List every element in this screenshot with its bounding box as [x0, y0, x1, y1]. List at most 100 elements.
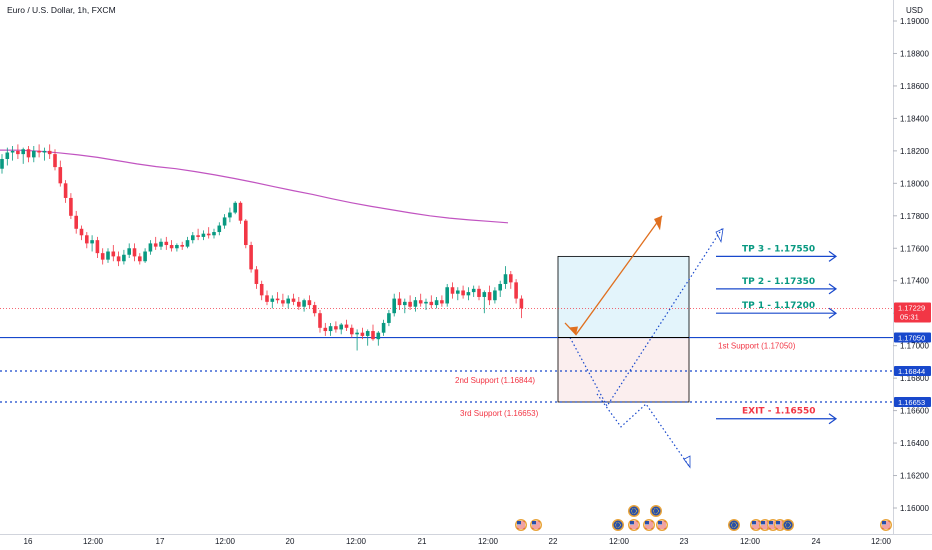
y-tick-label: 1.17000 [900, 342, 929, 351]
candle [143, 248, 147, 263]
price-tag [894, 365, 931, 376]
candle [228, 207, 232, 223]
candle [493, 287, 497, 304]
x-tick-label: 17 [156, 537, 165, 546]
candle [42, 147, 47, 161]
x-tick-label: 20 [286, 537, 295, 546]
candle [37, 144, 41, 158]
candle [413, 296, 418, 312]
candle [509, 270, 513, 289]
candle [217, 222, 222, 236]
price-tag-value: 1.17050 [898, 334, 925, 343]
entry-arrowhead [569, 326, 578, 335]
price-tag-countdown: 05:31 [900, 312, 919, 321]
x-tick-label: 12:00 [871, 537, 892, 546]
candle [26, 145, 31, 163]
support2-label: 2nd Support (1.16844) [455, 376, 535, 385]
candle [281, 293, 285, 307]
candle [10, 145, 15, 161]
bearish-path [596, 393, 691, 468]
y-tick-label: 1.16000 [900, 504, 929, 513]
tp1-label: TP 1 - 1.17200 [742, 301, 815, 311]
y-tick-label: 1.18800 [900, 49, 929, 58]
candle [355, 329, 359, 351]
x-tick-label: 12:00 [740, 537, 761, 546]
candle [212, 228, 216, 239]
candle [222, 214, 227, 229]
target-arrows [716, 250, 838, 425]
eu-flag-icon [628, 505, 640, 517]
alt-bullish-arrowhead [715, 228, 724, 244]
candle [254, 266, 259, 289]
candle [286, 295, 290, 309]
x-tick-label: 12:00 [609, 537, 630, 546]
candle [339, 322, 343, 335]
candle [498, 280, 502, 297]
candle [297, 296, 301, 310]
time-axis[interactable]: 16 12:00 17 12:00 20 12:00 21 12:00 22 12:00 23 12:… [24, 537, 892, 546]
candle [53, 149, 57, 171]
candle [90, 235, 94, 252]
x-tick-label: 22 [549, 537, 558, 546]
us-flag-icon [880, 519, 892, 531]
trade-box-border [557, 255, 690, 403]
candle [169, 240, 174, 252]
candle [132, 243, 137, 262]
chart-title: Euro / U.S. Dollar, 1h, FXCM [7, 5, 116, 15]
eu-flag-icon [612, 519, 624, 531]
candle [466, 287, 471, 301]
candle [5, 147, 10, 166]
support3-label: 3rd Support (1.16653) [460, 409, 539, 418]
us-flag-icon [628, 519, 640, 531]
y-tick-label: 1.16600 [900, 407, 929, 416]
price-tag [894, 332, 931, 343]
candle [514, 279, 518, 304]
y-tick-label: 1.18400 [900, 114, 929, 123]
candle [265, 290, 269, 306]
candle [429, 295, 434, 309]
candle [95, 236, 100, 259]
candle [487, 285, 492, 306]
candle [456, 287, 460, 301]
candle [387, 309, 391, 327]
candle [175, 243, 179, 252]
loss-zone [557, 337, 690, 403]
candle [116, 251, 121, 267]
bearish-arrowhead [683, 455, 691, 469]
economic-events[interactable] [515, 505, 892, 531]
eu-flag-icon [650, 505, 662, 517]
candle [249, 241, 253, 273]
candle [69, 193, 73, 220]
candle [397, 292, 402, 310]
candle [440, 295, 444, 307]
candle [206, 227, 211, 239]
x-tick-label: 12:00 [83, 537, 104, 546]
candle [418, 293, 423, 307]
candle [408, 295, 412, 310]
candle [461, 285, 465, 299]
moving-average-line [0, 149, 509, 224]
eu-flag-icon [728, 519, 740, 531]
candle [244, 219, 248, 249]
eu-flag-icon [782, 519, 794, 531]
candle [381, 319, 386, 336]
candle [85, 232, 89, 249]
y-tick-label: 1.18000 [900, 179, 929, 188]
tp2-arrowhead [828, 283, 838, 295]
price-axis[interactable]: 1.19000 1.18800 1.18600 1.18400 1.18200 1.180… [893, 17, 929, 513]
x-tick-label: 23 [680, 537, 689, 546]
candle [106, 248, 110, 263]
candle [159, 238, 163, 250]
tp3-arrowhead [828, 250, 838, 262]
tp1-arrowhead [828, 307, 838, 319]
price-tag-value: 1.16844 [898, 367, 925, 376]
candle [270, 295, 275, 309]
candle [238, 201, 243, 224]
candle [111, 245, 116, 262]
candle [376, 331, 381, 346]
candle [180, 241, 184, 250]
candle [47, 144, 52, 159]
candle [74, 210, 78, 234]
candle [350, 324, 354, 338]
